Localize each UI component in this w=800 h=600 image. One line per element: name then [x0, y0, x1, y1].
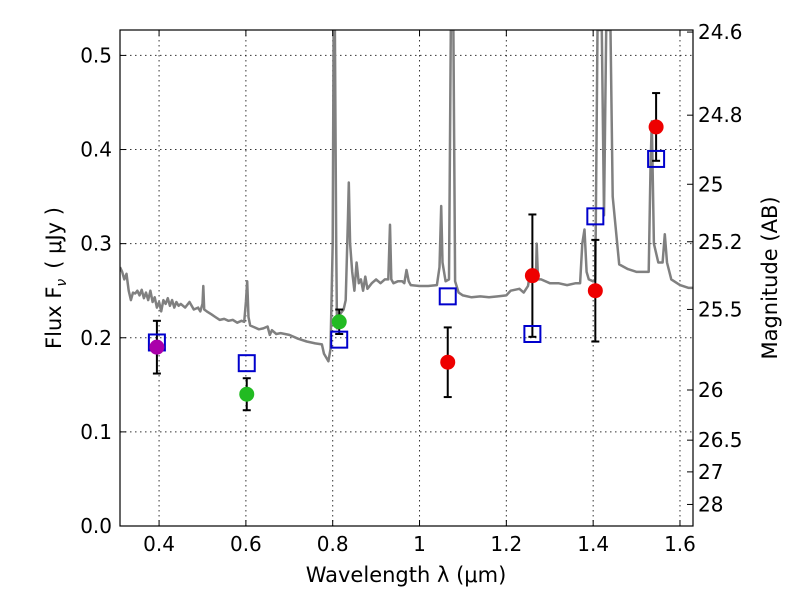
y-tick-label: 0.5 — [80, 43, 112, 67]
observed-photometry-point — [524, 268, 540, 284]
model-photometry-square — [438, 287, 457, 306]
model-spectrum-layer — [120, 30, 693, 363]
x-tick-label: 0.6 — [230, 532, 262, 556]
right-tick-label: 26.5 — [698, 428, 743, 452]
observed-photometry-point — [648, 119, 664, 135]
x-tick-label: 1.2 — [490, 532, 522, 556]
x-axis-title: Wavelength λ (μm) — [306, 563, 507, 587]
right-tick-label: 24.6 — [698, 20, 743, 44]
y-tick-label: 0.4 — [80, 138, 112, 162]
marker-layer — [147, 119, 666, 402]
model-spectrum-line — [120, 30, 693, 363]
observed-photometry-point — [331, 314, 347, 330]
model-photometry-square — [586, 207, 605, 226]
plot-background — [120, 30, 693, 526]
observed-photometry-point — [149, 339, 165, 355]
x-tick-label: 0.4 — [143, 532, 175, 556]
svg-text:Flux Fν( μJy ): Flux Fν ( μJy ) — [42, 207, 70, 349]
model-photometry-square — [330, 330, 349, 349]
right-tick-label: 28 — [698, 492, 723, 516]
y-axis-title-unit: ( μJy ) — [42, 207, 66, 269]
y-tick-label: 0.3 — [80, 232, 112, 256]
y-axis-left: 0.0 0.1 0.2 0.3 0.4 0.5 — [80, 43, 126, 538]
observed-photometry-point — [239, 386, 255, 402]
y-tick-label: 0.1 — [80, 420, 112, 444]
x-tick-label: 1.6 — [664, 532, 696, 556]
right-tick-label: 26 — [698, 378, 723, 402]
y-axis-title-subscript: ν — [54, 279, 70, 287]
right-tick-label: 25.5 — [698, 297, 743, 321]
x-tick-label: 1.4 — [577, 532, 609, 556]
y-tick-label: 0.2 — [80, 326, 112, 350]
y-axis-right-title: Magnitude (AB) — [758, 196, 782, 359]
right-tick-label: 27 — [698, 460, 723, 484]
right-tick-label: 24.8 — [698, 103, 743, 127]
x-tick-label: 0.8 — [317, 532, 349, 556]
y-axis-title: Flux Fν ( μJy ) — [42, 207, 70, 349]
observed-photometry-point — [440, 354, 456, 370]
model-photometry-square — [237, 354, 256, 373]
x-tick-label: 1 — [413, 532, 426, 556]
y-axis-title-flux: Flux F — [42, 287, 66, 349]
observed-photometry-point — [587, 283, 603, 299]
y-axis-right: 24.6 24.8 25 25.2 25.5 26 26.5 27 28 — [687, 20, 743, 516]
model-photometry-square — [523, 325, 542, 343]
plot-frame — [119, 29, 694, 527]
y-tick-label: 0.0 — [80, 514, 112, 538]
model-photometry-square — [647, 149, 666, 168]
right-tick-label: 25 — [698, 172, 723, 196]
right-tick-label: 25.2 — [698, 230, 743, 254]
x-axis: 0.4 0.6 0.8 1 1.2 1.4 1.6 — [143, 30, 696, 556]
